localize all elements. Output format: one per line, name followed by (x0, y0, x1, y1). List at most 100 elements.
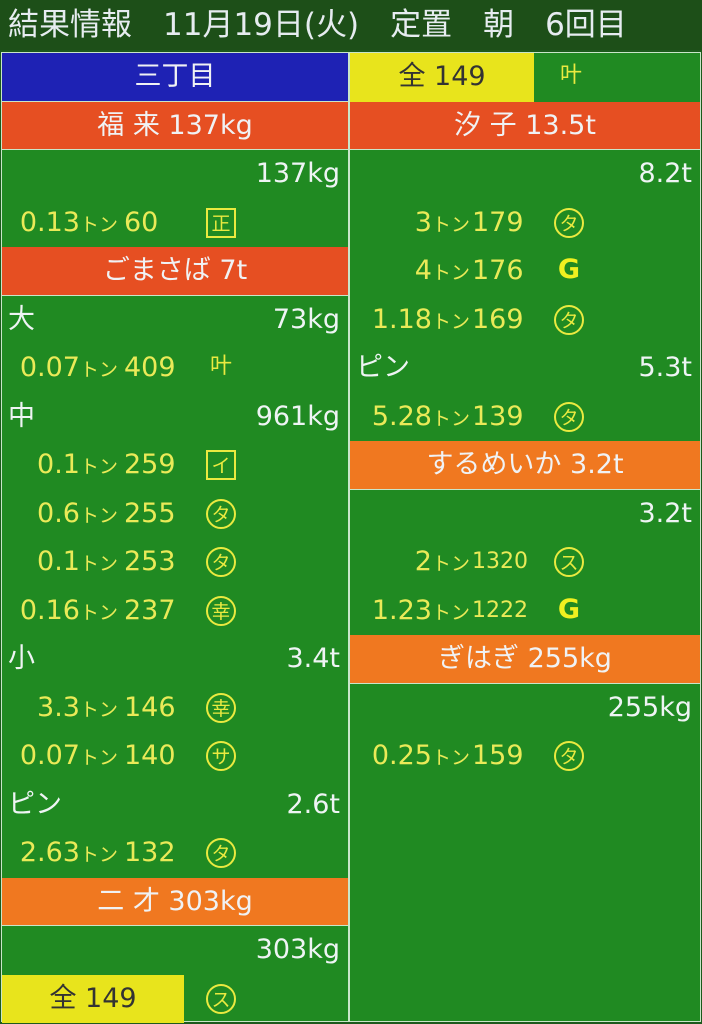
subtotal-value: 255kg (607, 691, 692, 723)
weight-value: 2 (414, 546, 432, 577)
buyer-mark-icon: サ (206, 741, 236, 771)
buyer-mark-icon: タ (206, 838, 236, 868)
weight-value: 1.23 (371, 594, 432, 626)
subtotal-value: 8.2t (638, 158, 692, 189)
unit-label: トン (431, 747, 470, 769)
subtotal-row: 中 961kg (2, 393, 348, 442)
lot-weight: 3トン (415, 199, 470, 250)
section-header: 汐 子 13.5t (350, 101, 700, 150)
unit-label: トン (79, 747, 118, 769)
buyer-mark-icon: タ (206, 498, 236, 529)
weight-value: 0.16 (19, 594, 80, 626)
subtotal-value: 73kg (272, 303, 340, 335)
unit-label: トン (431, 601, 470, 624)
lot-row: 0.13トン 60 正 (2, 199, 348, 248)
subtotal-row: 137kg (2, 150, 348, 199)
buyer-mark-icon: G (557, 254, 581, 285)
subtotal-value: 3.4t (286, 643, 340, 674)
section-header: するめいか 3.2t (350, 441, 700, 490)
buyer-mark-icon: 幸 (206, 595, 236, 626)
lot-price: 1222 (472, 597, 528, 623)
lot-row: 3.3トン 146 幸 (2, 684, 348, 733)
unit-label: トン (79, 601, 118, 624)
lot-price: 176 (472, 255, 524, 286)
section-header: 三丁目 (2, 53, 348, 102)
lot-row: 0.1トン 253 タ (2, 538, 348, 587)
buyer-mark-icon: タ (554, 207, 584, 238)
buyer-mark-icon: G (557, 593, 581, 625)
lot-weight: 0.16トン (20, 587, 118, 638)
subtotal-row: 8.2t (350, 150, 700, 199)
total-buyer: ス (184, 975, 348, 1024)
unit-label: トン (79, 213, 118, 236)
lot-weight: 3.3トン (37, 684, 118, 735)
lot-weight: 0.1トン (37, 538, 118, 589)
weight-value: 1.18 (371, 303, 432, 335)
lot-row: 0.6トン 255 タ (2, 490, 348, 539)
lot-price: 179 (472, 206, 524, 238)
unit-label: トン (79, 504, 118, 527)
section-header: 二 才 303kg (2, 877, 348, 926)
weight-value: 0.6 (37, 497, 80, 529)
size-label: ピン (8, 788, 62, 820)
lot-row: 5.28トン 139 タ (350, 393, 700, 442)
buyer-mark-icon: 正 (206, 207, 236, 238)
lot-row: 0.1トン 259 イ (2, 441, 348, 490)
buyer-mark-icon: タ (554, 741, 584, 771)
lot-price: 253 (124, 546, 176, 577)
weight-value: 3.3 (37, 691, 80, 723)
subtotal-value: 137kg (255, 158, 340, 189)
lot-price: 169 (472, 303, 524, 335)
section-header: ごまさば 7t (2, 247, 348, 296)
unit-label: トン (79, 359, 118, 381)
lot-price: 139 (472, 400, 524, 432)
buyer-mark-icon: タ (554, 401, 584, 432)
unit-label: トン (79, 553, 118, 575)
lot-row: 3トン 179 タ (350, 199, 700, 248)
subtotal-value: 5.3t (638, 352, 692, 383)
weight-value: 0.1 (37, 449, 80, 480)
lot-price: 146 (124, 691, 176, 723)
buyer-mark-icon: 叶 (559, 63, 582, 88)
subtotal-row: 3.2t (350, 490, 700, 539)
unit-label: トン (431, 310, 470, 333)
subtotal-row: ピン 5.3t (350, 344, 700, 393)
board-title: 結果情報 11月19日(火) 定置 朝 6回目 (0, 0, 702, 50)
lot-weight: 2トン (415, 538, 470, 589)
buyer-mark-icon: ス (554, 547, 584, 577)
lot-weight: 0.25トン (372, 732, 470, 783)
subtotal-value: 3.2t (638, 497, 692, 529)
lot-weight: 0.1トン (37, 441, 118, 492)
right-column: 全 149 叶汐 子 13.5t 8.2t 3トン 179 タ 4トン 176 G 1.18トン 1… (349, 52, 701, 1022)
weight-value: 0.25 (371, 740, 432, 771)
lot-price: 237 (124, 594, 176, 626)
lot-row: 2トン 1320 ス (350, 538, 700, 587)
buyer-mark-icon: ス (206, 983, 236, 1014)
unit-label: トン (79, 456, 118, 478)
total-row: 全 149 叶 (350, 53, 700, 102)
subtotal-value: 303kg (255, 934, 340, 965)
lot-price: 255 (124, 497, 176, 529)
subtotal-row: 大 73kg (2, 296, 348, 345)
lot-price: 259 (124, 449, 176, 480)
size-label: 中 (8, 400, 35, 432)
buyer-mark-icon: タ (206, 547, 236, 577)
subtotal-row: 303kg (2, 926, 348, 975)
weight-value: 0.07 (19, 352, 80, 383)
lot-row: 1.23トン 1222 G (350, 587, 700, 636)
lot-row: 0.07トン 409 叶 (2, 344, 348, 393)
lot-weight: 0.13トン (20, 199, 118, 250)
weight-value: 0.1 (37, 546, 80, 577)
unit-label: トン (79, 698, 118, 721)
weight-value: 0.13 (19, 206, 80, 238)
subtotal-row: 小 3.4t (2, 635, 348, 684)
buyer-mark-icon: イ (206, 450, 236, 480)
lot-row: 1.18トン 169 タ (350, 296, 700, 345)
subtotal-row: ピン 2.6t (2, 781, 348, 830)
lot-row: 4トン 176 G (350, 247, 700, 296)
lot-price: 159 (472, 740, 524, 771)
lot-row: 0.25トン 159 タ (350, 732, 700, 781)
lot-price: 409 (124, 352, 176, 383)
section-header: 福 来 137kg (2, 101, 348, 150)
buyer-mark-icon: 叶 (209, 354, 232, 379)
